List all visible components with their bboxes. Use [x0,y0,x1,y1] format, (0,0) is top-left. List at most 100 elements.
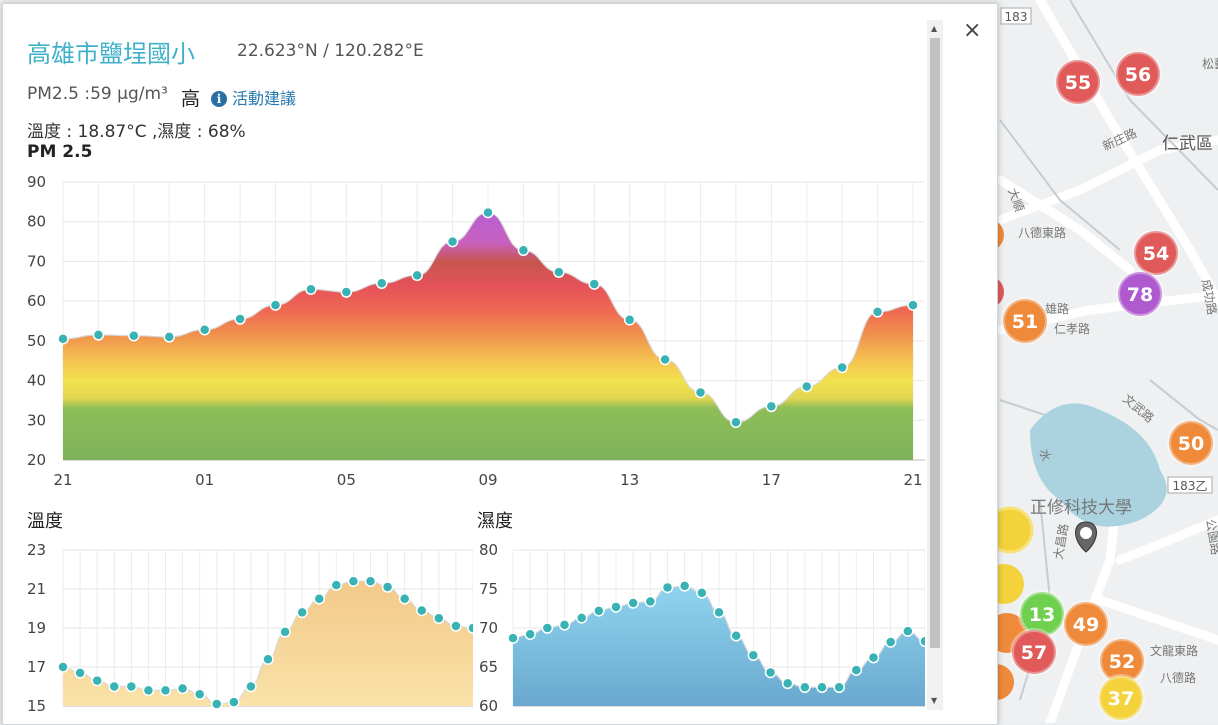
data-point[interactable] [507,632,519,644]
data-point[interactable] [330,579,343,591]
y-tick-label: 65 [479,658,498,676]
data-point[interactable] [376,277,388,290]
data-point[interactable] [867,651,880,664]
y-tick-label: 75 [479,580,498,598]
scroll-up-arrow-icon[interactable]: ▲ [931,24,938,33]
aqi-marker-value: 54 [1143,243,1169,265]
data-point[interactable] [661,581,674,594]
data-point[interactable] [836,361,848,374]
data-point[interactable] [450,620,462,632]
data-point[interactable] [694,386,707,399]
data-point[interactable] [833,681,845,694]
data-point[interactable] [467,622,473,634]
data-point[interactable] [125,680,138,693]
data-point[interactable] [558,619,571,631]
x-tick-label: 05 [337,471,356,489]
data-point[interactable] [198,323,211,336]
data-point[interactable] [696,587,708,599]
data-point[interactable] [902,625,914,637]
data-point[interactable] [816,681,828,694]
data-point[interactable] [364,575,377,587]
close-button[interactable]: × [963,18,982,43]
data-point[interactable] [482,206,494,219]
data-point[interactable] [57,333,69,345]
data-point[interactable] [163,331,175,343]
data-point[interactable] [398,593,411,605]
aqi-marker[interactable]: 55 [1054,58,1102,106]
humidity-chart: 60 65 70 75 80 [479,541,925,715]
data-point[interactable] [234,313,246,325]
aqi-marker-value: 37 [1108,688,1134,710]
data-point[interactable] [269,299,282,311]
scroll-down-arrow-icon[interactable]: ▼ [931,696,938,705]
location-pin-icon[interactable] [1075,521,1097,553]
data-point[interactable] [92,329,105,341]
data-point[interactable] [553,266,565,278]
panel-scrollbar[interactable]: ▲ ▼ [927,20,943,710]
data-point[interactable] [730,630,742,642]
data-point[interactable] [279,626,291,638]
data-point[interactable] [313,593,325,605]
aqi-marker[interactable]: 56 [1114,50,1162,98]
data-point[interactable] [228,696,240,708]
data-point[interactable] [623,314,636,326]
scrollbar-thumb[interactable] [930,38,940,648]
data-point[interactable] [678,580,691,592]
data-point[interactable] [799,681,811,694]
data-point[interactable] [296,606,308,619]
aqi-marker[interactable]: 50 [1167,419,1215,467]
data-point[interactable] [575,612,588,624]
data-point[interactable] [128,329,140,342]
data-point[interactable] [884,636,897,648]
data-point[interactable] [644,595,657,608]
data-point[interactable] [850,664,863,676]
data-point[interactable] [610,601,622,613]
data-point[interactable] [659,353,671,366]
data-point[interactable] [74,667,86,679]
aqi-marker-value: 56 [1125,64,1151,86]
data-point[interactable] [416,604,428,617]
data-point[interactable] [764,666,777,679]
data-point[interactable] [91,674,103,687]
data-point[interactable] [765,400,778,413]
data-point[interactable] [730,416,742,429]
data-point[interactable] [211,698,223,710]
aqi-marker[interactable]: 78 [1116,270,1164,318]
data-point[interactable] [245,680,257,693]
data-point[interactable] [781,677,794,690]
data-point[interactable] [713,606,725,619]
aqi-marker[interactable]: 57 [1010,628,1058,676]
data-point[interactable] [541,622,554,634]
data-point[interactable] [262,653,274,665]
data-point[interactable] [588,278,600,290]
data-point[interactable] [193,688,206,701]
data-point[interactable] [524,628,536,640]
aqi-marker[interactable]: 37 [1097,674,1145,722]
data-point[interactable] [108,680,120,693]
data-point[interactable] [381,581,394,593]
data-point[interactable] [517,244,530,257]
data-point[interactable] [747,649,760,662]
data-point[interactable] [57,661,69,673]
data-point[interactable] [142,684,155,697]
activity-advice-link[interactable]: i 活動建議 [211,85,296,109]
data-point[interactable] [347,575,360,587]
road-label: 仁孝路 [1054,321,1090,336]
data-point[interactable] [340,286,353,298]
data-point[interactable] [593,605,605,617]
aqi-marker[interactable]: 49 [1062,600,1110,648]
data-point[interactable] [919,635,925,648]
data-point[interactable] [305,283,317,295]
data-point[interactable] [801,380,813,393]
data-point[interactable] [871,306,884,318]
data-point[interactable] [907,299,919,311]
data-point[interactable] [411,269,423,282]
data-point[interactable] [446,235,459,248]
data-point[interactable] [159,684,172,697]
aqi-marker[interactable]: 51 [1001,297,1049,345]
aqi-marker[interactable]: 54 [1132,229,1180,277]
aqi-marker[interactable]: 52 [1098,637,1146,685]
data-point[interactable] [176,682,189,695]
data-point[interactable] [433,612,445,624]
data-point[interactable] [627,597,639,609]
